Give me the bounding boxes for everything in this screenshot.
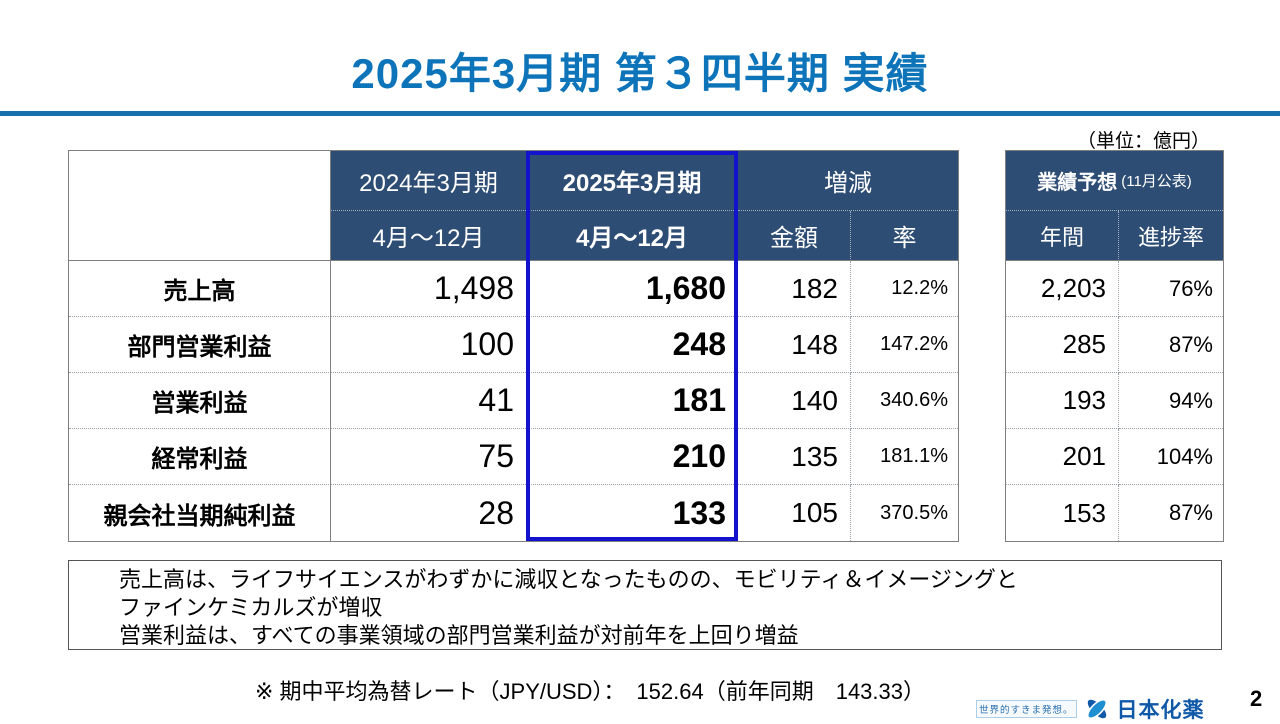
segment-operating-income-change-amount: 148 [738, 317, 851, 373]
forecast-net-sales-annual: 2,203 [1006, 261, 1119, 317]
operating-income-fy2025: 181 [526, 373, 738, 429]
operating-income-change-amount: 140 [738, 373, 851, 429]
company-name: 日本化薬 [1116, 699, 1205, 722]
forecast-ordinary-income-progress: 104% [1119, 429, 1223, 485]
forecast-net-sales-progress: 76% [1119, 261, 1223, 317]
segment-operating-income-fy2024: 100 [331, 317, 526, 373]
page-title: 2025年3月期 第３四半期 実績 [351, 50, 929, 97]
forecast-header: 業績予想 (11月公表) [1006, 151, 1223, 211]
row-label-ordinary-income: 経常利益 [69, 429, 331, 485]
results-table-corner-cell [69, 151, 331, 261]
col-header-fy2024-period: 2024年3月期 [331, 151, 526, 211]
summary-line-1: 売上高は、ライフサイエンスがわずかに減収となったものの、モビリティ＆イメージング… [119, 567, 1018, 592]
operating-income-fy2024: 41 [331, 373, 526, 429]
company-logo-icon [1084, 696, 1110, 722]
segment-operating-income-fy2025: 248 [526, 317, 738, 373]
ordinary-income-change-rate: 181.1% [851, 429, 958, 485]
net-sales-fy2024: 1,498 [331, 261, 526, 317]
forecast-header-title: 業績予想 [1037, 172, 1118, 194]
title-divider [0, 111, 1280, 116]
forecast-header-note: (11月公表) [1121, 173, 1192, 190]
footer-brand: 世界的すきま発想。 日本化薬 [976, 694, 1205, 724]
col-header-progress-rate: 進捗率 [1119, 211, 1223, 261]
col-header-fy2025-months: 4月～12月 [526, 211, 738, 261]
col-header-change-amount: 金額 [738, 211, 851, 261]
col-header-fy2024-months: 4月～12月 [331, 211, 526, 261]
forecast-segment-operating-income-progress: 87% [1119, 317, 1223, 373]
net-sales-change-rate: 12.2% [851, 261, 958, 317]
ordinary-income-fy2024: 75 [331, 429, 526, 485]
col-header-change-rate: 率 [851, 211, 958, 261]
forecast-segment-operating-income-annual: 285 [1006, 317, 1119, 373]
summary-box: 売上高は、ライフサイエンスがわずかに減収となったものの、モビリティ＆イメージング… [68, 560, 1222, 650]
forecast-net-income-annual: 153 [1006, 485, 1119, 541]
unit-label: （単位：億円） [1076, 131, 1210, 152]
net-sales-fy2025: 1,680 [526, 261, 738, 317]
fx-rate-footnote: ※ 期中平均為替レート（JPY/USD）： 152.64（前年同期 143.33… [254, 679, 926, 704]
summary-line-3: 営業利益は、すべての事業領域の部門営業利益が対前年を上回り増益 [119, 623, 799, 648]
company-tagline: 世界的すきま発想。 [976, 700, 1077, 718]
forecast-operating-income-progress: 94% [1119, 373, 1223, 429]
row-label-segment-operating-income: 部門営業利益 [69, 317, 331, 373]
forecast-ordinary-income-annual: 201 [1006, 429, 1119, 485]
forecast-net-income-progress: 87% [1168, 500, 1213, 525]
net-sales-change-amount: 182 [738, 261, 851, 317]
results-table: 2024年3月期 2025年3月期 増減 4月～12月 4月～12月 金額 率 … [68, 150, 959, 542]
row-label-operating-income: 営業利益 [69, 373, 331, 429]
net-income-change-rate: 370.5% [880, 501, 948, 524]
net-income-change-amount: 105 [738, 485, 851, 541]
operating-income-change-rate: 340.6% [851, 373, 958, 429]
forecast-operating-income-annual: 193 [1006, 373, 1119, 429]
forecast-table: 業績予想 (11月公表) 年間 進捗率 2,203 76% 285 87% 19… [1005, 150, 1224, 542]
row-label-net-sales: 売上高 [69, 261, 331, 317]
col-header-annual: 年間 [1006, 211, 1119, 261]
row-label-net-income: 親会社当期純利益 [69, 485, 331, 541]
net-income-fy2025: 133 [672, 494, 726, 531]
page-number: 2 [1250, 686, 1263, 711]
summary-line-2: ファインケミカルズが増収 [119, 595, 383, 620]
ordinary-income-fy2025: 210 [526, 429, 738, 485]
segment-operating-income-change-rate: 147.2% [851, 317, 958, 373]
col-header-fy2025-period: 2025年3月期 [526, 151, 738, 211]
ordinary-income-change-amount: 135 [738, 429, 851, 485]
net-income-fy2024: 28 [478, 494, 514, 531]
col-header-change: 増減 [738, 151, 958, 211]
